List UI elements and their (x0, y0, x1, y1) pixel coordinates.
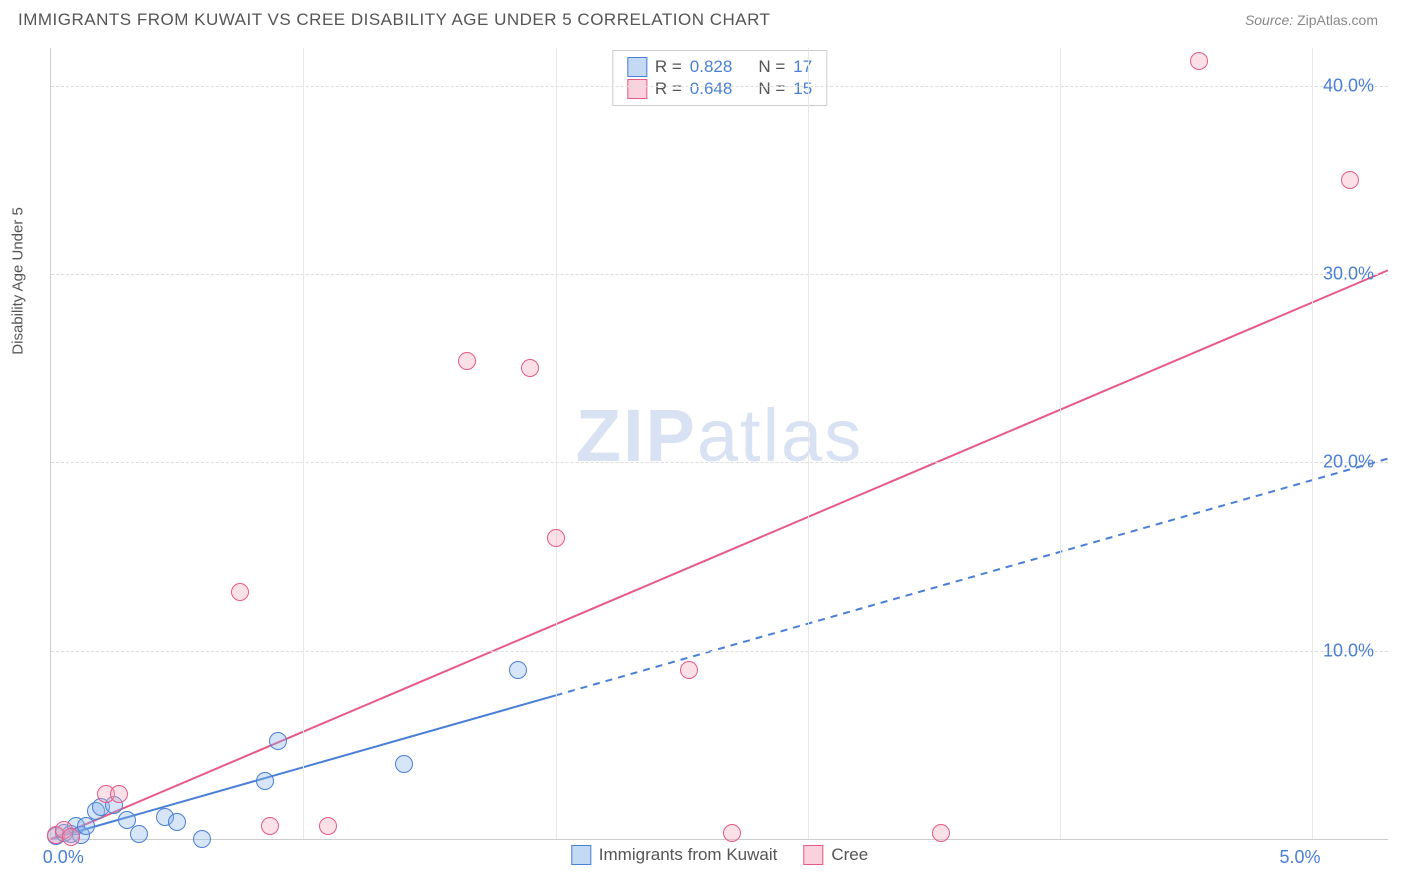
gridline-v (808, 48, 809, 839)
legend-label: Immigrants from Kuwait (599, 845, 778, 865)
n-value: 15 (793, 79, 812, 99)
source-credit: Source: ZipAtlas.com (1245, 12, 1378, 28)
y-tick-label: 40.0% (1323, 75, 1374, 96)
trend-line-cree (51, 270, 1388, 839)
data-point-kuwait (395, 755, 413, 773)
gridline-h (51, 274, 1388, 275)
r-legend-row-kuwait: R = 0.828 N = 17 (627, 57, 812, 77)
gridline-h (51, 462, 1388, 463)
x-tick-label: 5.0% (1279, 847, 1320, 868)
gridline-h (51, 651, 1388, 652)
gridline-v (303, 48, 304, 839)
data-point-kuwait (193, 830, 211, 848)
y-tick-label: 10.0% (1323, 640, 1374, 661)
legend-swatch-kuwait (627, 57, 647, 77)
n-prefix: N = (758, 79, 785, 99)
legend-item-cree: Cree (803, 845, 868, 865)
data-point-kuwait (509, 661, 527, 679)
data-point-cree (723, 824, 741, 842)
r-prefix: R = (655, 79, 682, 99)
gridline-v (556, 48, 557, 839)
data-point-cree (110, 785, 128, 803)
gridline-h (51, 86, 1388, 87)
data-point-cree (458, 352, 476, 370)
n-value: 17 (793, 57, 812, 77)
x-tick-label: 0.0% (43, 847, 84, 868)
y-tick-label: 20.0% (1323, 452, 1374, 473)
data-point-cree (547, 529, 565, 547)
n-prefix: N = (758, 57, 785, 77)
y-tick-label: 30.0% (1323, 264, 1374, 285)
correlation-legend: R = 0.828 N = 17 R = 0.648 N = 15 (612, 50, 827, 106)
trend-lines (51, 48, 1388, 839)
scatter-chart: ZIPatlas R =0.828N =17R =0.648N =15 Immi… (50, 48, 1388, 840)
data-point-kuwait (256, 772, 274, 790)
chart-title: IMMIGRANTS FROM KUWAIT VS CREE DISABILIT… (18, 10, 770, 30)
data-point-cree (932, 824, 950, 842)
data-point-cree (62, 828, 80, 846)
y-axis-title: Disability Age Under 5 (10, 207, 27, 355)
data-point-kuwait (77, 817, 95, 835)
data-point-kuwait (168, 813, 186, 831)
r-value: 0.828 (690, 57, 733, 77)
data-point-kuwait (269, 732, 287, 750)
trend-line-kuwait-dashed (556, 459, 1388, 696)
source-value: ZipAtlas.com (1297, 12, 1378, 28)
data-point-cree (261, 817, 279, 835)
legend-swatch-cree (803, 845, 823, 865)
data-point-cree (231, 583, 249, 601)
legend-label: Cree (831, 845, 868, 865)
gridline-v (1060, 48, 1061, 839)
data-point-cree (521, 359, 539, 377)
header-bar: IMMIGRANTS FROM KUWAIT VS CREE DISABILIT… (0, 0, 1406, 34)
legend-swatch-cree (627, 79, 647, 99)
source-label: Source: (1245, 12, 1293, 28)
data-point-cree (1190, 52, 1208, 70)
data-point-kuwait (130, 825, 148, 843)
data-point-cree (680, 661, 698, 679)
series-legend: Immigrants from Kuwait Cree (571, 845, 868, 865)
legend-swatch-kuwait (571, 845, 591, 865)
r-legend-row-cree: R = 0.648 N = 15 (627, 79, 812, 99)
r-value: 0.648 (690, 79, 733, 99)
r-prefix: R = (655, 57, 682, 77)
data-point-cree (1341, 171, 1359, 189)
gridline-v (1312, 48, 1313, 839)
data-point-cree (319, 817, 337, 835)
legend-item-kuwait: Immigrants from Kuwait (571, 845, 778, 865)
